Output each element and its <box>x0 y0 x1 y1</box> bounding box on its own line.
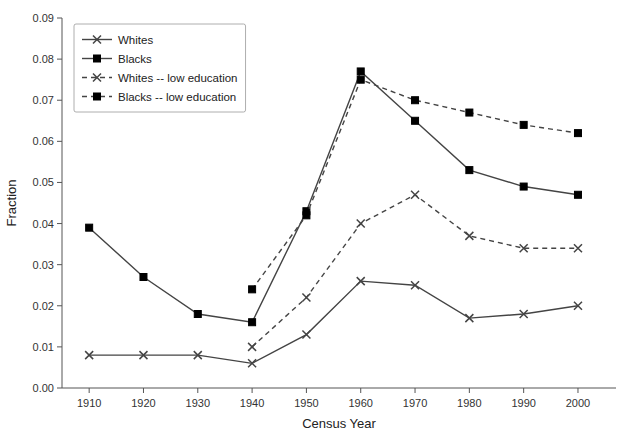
y-tick <box>57 59 62 60</box>
legend-box <box>74 24 246 112</box>
plot-area <box>85 68 582 367</box>
y-tick-label: 0.07 <box>33 94 54 106</box>
y-tick-label: 0.00 <box>33 382 54 394</box>
x-tick-label: 1940 <box>240 397 264 409</box>
series-line <box>252 80 578 290</box>
x-tick-label: 1930 <box>186 397 210 409</box>
series-marker <box>465 314 473 322</box>
x-tick-label: 1920 <box>131 397 155 409</box>
series-marker <box>466 167 473 174</box>
y-axis-label: Fraction <box>4 180 19 227</box>
y-tick <box>57 141 62 142</box>
series-marker <box>302 294 310 302</box>
y-tick-label: 0.05 <box>33 176 54 188</box>
series-marker <box>520 244 528 252</box>
series-marker <box>520 310 528 318</box>
legend-label: Whites <box>118 34 153 46</box>
legend-swatch-marker <box>93 74 101 82</box>
x-axis-line <box>62 388 616 389</box>
series-marker <box>357 277 365 285</box>
x-tick <box>197 388 198 393</box>
series-marker <box>574 244 582 252</box>
series <box>249 76 582 293</box>
series-marker <box>248 343 256 351</box>
x-tick <box>306 388 307 393</box>
y-tick-label: 0.06 <box>33 135 54 147</box>
series-marker <box>85 351 93 359</box>
series-marker <box>86 224 93 231</box>
y-tick-label: 0.03 <box>33 259 54 271</box>
x-axis-label: Census Year <box>302 416 376 431</box>
series-marker <box>520 183 527 190</box>
series-marker <box>357 76 364 83</box>
x-tick <box>577 388 578 393</box>
x-tick <box>252 388 253 393</box>
x-tick-label: 1990 <box>511 397 535 409</box>
x-tick-label: 2000 <box>566 397 590 409</box>
y-tick <box>57 100 62 101</box>
series-marker <box>303 212 310 219</box>
series-marker <box>411 191 419 199</box>
legend-label: Blacks <box>118 53 152 65</box>
legend-swatch-marker <box>94 93 101 100</box>
series-marker <box>412 117 419 124</box>
x-tick <box>523 388 524 393</box>
y-tick <box>57 346 62 347</box>
x-tick-label: 1980 <box>457 397 481 409</box>
x-tick-label: 1950 <box>294 397 318 409</box>
series-marker <box>302 331 310 339</box>
legend-label: Whites -- low education <box>118 72 238 84</box>
legend-label: Blacks -- low education <box>118 91 236 103</box>
x-tick-label: 1960 <box>348 397 372 409</box>
legend: Whites Blacks Whites -- low education Black… <box>74 24 246 112</box>
legend-swatch-marker <box>94 55 101 62</box>
y-tick-label: 0.01 <box>33 341 54 353</box>
y-tick <box>57 223 62 224</box>
series-line <box>252 195 578 347</box>
series-marker <box>466 109 473 116</box>
x-tick <box>469 388 470 393</box>
series-marker <box>574 302 582 310</box>
y-tick <box>57 264 62 265</box>
y-tick <box>57 305 62 306</box>
x-axis: 1910 1920 1930 1940 1950 1960 1970 1980 1990 2000 <box>77 388 590 409</box>
x-tick-label: 1970 <box>403 397 427 409</box>
y-tick <box>57 18 62 19</box>
y-tick-label: 0.08 <box>33 53 54 65</box>
series-marker <box>574 191 581 198</box>
series-marker <box>520 121 527 128</box>
y-tick <box>57 388 62 389</box>
legend-swatch-marker <box>93 36 101 44</box>
x-tick-label: 1910 <box>77 397 101 409</box>
series-marker <box>194 311 201 318</box>
series-marker <box>248 359 256 367</box>
series-marker <box>574 130 581 137</box>
x-tick <box>415 388 416 393</box>
chart: 0.00 0.01 0.02 0.03 0.04 0.05 0.06 0.07 0.08 0.09… <box>0 0 636 440</box>
series-marker <box>249 286 256 293</box>
series <box>248 191 582 351</box>
series-marker <box>412 97 419 104</box>
y-tick-label: 0.02 <box>33 300 54 312</box>
series-marker <box>249 319 256 326</box>
series-line <box>89 281 578 363</box>
y-tick-label: 0.04 <box>33 218 54 230</box>
series-marker <box>465 232 473 240</box>
y-tick <box>57 182 62 183</box>
series-marker <box>139 351 147 359</box>
y-axis-line <box>62 18 63 388</box>
y-axis: 0.00 0.01 0.02 0.03 0.04 0.05 0.06 0.07 0.08 0.09 <box>33 12 62 394</box>
y-tick-label: 0.09 <box>33 12 54 24</box>
x-tick <box>143 388 144 393</box>
series-marker <box>140 274 147 281</box>
series-marker <box>411 281 419 289</box>
series-marker <box>357 220 365 228</box>
x-tick <box>360 388 361 393</box>
series <box>85 277 582 367</box>
series-marker <box>357 68 364 75</box>
series-marker <box>194 351 202 359</box>
x-tick <box>89 388 90 393</box>
